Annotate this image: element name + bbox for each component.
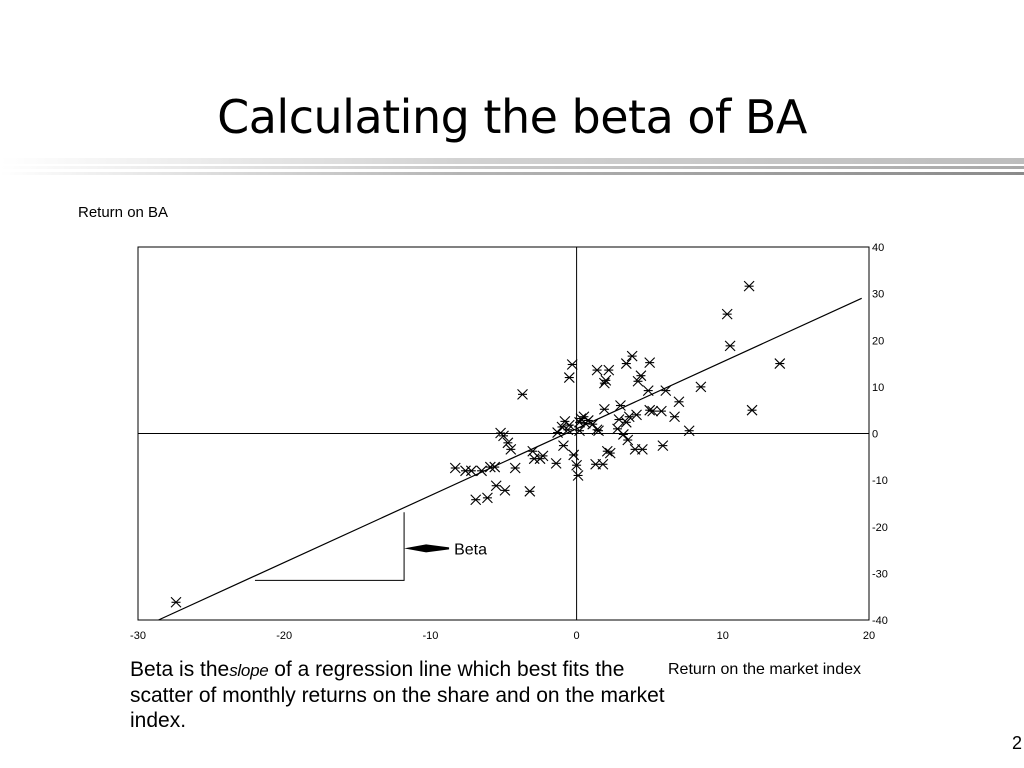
slide-title: Calculating the beta of BA — [217, 90, 807, 144]
data-point — [574, 425, 585, 437]
beta-label: Beta — [454, 541, 487, 558]
x-tick-label: -10 — [422, 630, 438, 642]
data-point — [509, 462, 521, 474]
data-point — [644, 357, 656, 369]
data-point — [550, 457, 562, 469]
data-point — [774, 358, 786, 369]
y-tick-label: 20 — [872, 335, 884, 347]
data-point — [631, 409, 642, 421]
data-point — [489, 461, 501, 473]
data-point — [617, 429, 629, 440]
y-axis-title: Return on BA — [78, 204, 169, 221]
data-point — [499, 484, 511, 496]
data-point — [660, 385, 672, 396]
data-point — [517, 388, 528, 400]
data-point — [626, 350, 638, 362]
data-point — [695, 381, 707, 393]
caption-before: Beta is the — [130, 658, 230, 681]
data-point — [746, 404, 758, 416]
data-point — [647, 405, 659, 417]
data-point — [743, 280, 755, 292]
data-point — [615, 400, 626, 411]
data-point — [597, 458, 609, 470]
data-point — [465, 465, 477, 477]
data-point — [490, 480, 502, 492]
data-point — [620, 358, 632, 369]
data-point — [635, 370, 647, 382]
x-tick-label: 20 — [863, 630, 875, 642]
y-tick-label: -20 — [872, 522, 888, 534]
data-point — [622, 434, 634, 446]
data-point — [613, 414, 625, 425]
data-point — [632, 375, 644, 387]
x-tick-label: -20 — [276, 630, 292, 642]
x-tick-label: -30 — [130, 630, 146, 642]
caption-text: Beta is theslope of a regression line wh… — [130, 657, 670, 733]
data-point — [620, 416, 632, 428]
data-point — [566, 359, 578, 370]
data-point — [537, 450, 549, 462]
data-point — [482, 492, 493, 504]
regression-line — [158, 297, 862, 621]
caption-slope-word: slope — [229, 661, 269, 680]
data-point — [683, 425, 695, 437]
y-tick-label: -40 — [872, 615, 888, 627]
data-point — [601, 445, 613, 457]
data-point — [558, 440, 569, 452]
data-point — [637, 443, 648, 455]
y-tick-label: 0 — [872, 429, 878, 441]
y-tick-label: -10 — [872, 475, 888, 487]
data-point — [656, 405, 667, 417]
data-point — [568, 449, 580, 461]
data-point — [571, 459, 582, 471]
data-point — [642, 385, 654, 396]
data-point — [563, 419, 575, 431]
y-tick-label: 10 — [872, 382, 884, 394]
beta-pointer — [404, 544, 450, 553]
y-tick-label: -30 — [872, 568, 888, 580]
data-point — [644, 404, 656, 416]
title-divider — [0, 158, 1024, 178]
data-point — [470, 494, 482, 506]
data-point — [476, 465, 487, 477]
data-point — [603, 364, 615, 376]
data-point — [724, 340, 736, 352]
caption-after: of a regression line which best fits the… — [130, 658, 665, 732]
y-tick-label: 40 — [872, 242, 884, 254]
x-axis-title: Return on the market index — [668, 661, 861, 678]
data-point — [673, 396, 685, 408]
data-point — [524, 485, 536, 497]
data-point — [623, 411, 635, 423]
data-point — [170, 596, 182, 608]
data-point — [600, 374, 612, 386]
data-point — [721, 308, 733, 320]
page-number: 2 — [1012, 733, 1023, 753]
slope-triangle — [254, 512, 405, 581]
data-point — [572, 470, 584, 481]
y-tick-label: 30 — [872, 289, 884, 301]
data-point — [669, 411, 680, 423]
data-point — [657, 440, 669, 452]
data-point — [505, 443, 517, 455]
data-point — [449, 462, 461, 474]
data-point — [563, 372, 575, 383]
x-tick-label: 0 — [574, 630, 580, 642]
data-point — [604, 447, 616, 459]
data-point — [502, 437, 514, 449]
data-point — [552, 427, 563, 438]
data-point — [498, 430, 509, 442]
x-tick-label: 10 — [717, 630, 729, 642]
data-point — [591, 364, 603, 376]
data-point — [598, 403, 610, 415]
data-point — [593, 425, 604, 437]
